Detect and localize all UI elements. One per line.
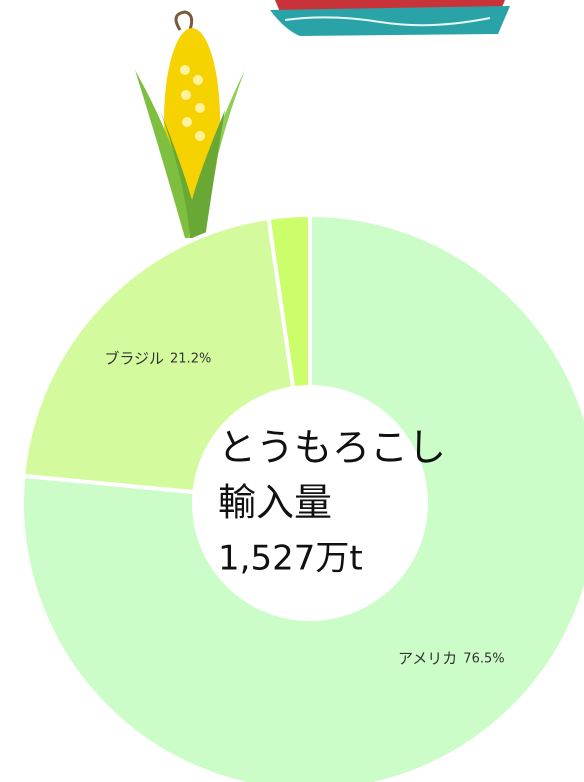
value-label: 76.5% bbox=[463, 651, 504, 666]
category-label: アメリカ bbox=[398, 649, 457, 667]
slice-label: アメリカ 76.5% bbox=[398, 649, 505, 667]
boat-illustration bbox=[270, 0, 510, 36]
center-title: とうもろこし bbox=[218, 426, 446, 470]
value-label: 21.2% bbox=[170, 351, 211, 366]
donut-hole bbox=[192, 385, 428, 621]
slice-label: ブラジル 21.2% bbox=[104, 349, 211, 367]
corn-illustration bbox=[135, 10, 245, 238]
center-total: 1,527万t bbox=[218, 539, 363, 579]
category-label: ブラジル bbox=[104, 349, 164, 367]
center-subtitle: 輸入量 bbox=[218, 481, 332, 525]
